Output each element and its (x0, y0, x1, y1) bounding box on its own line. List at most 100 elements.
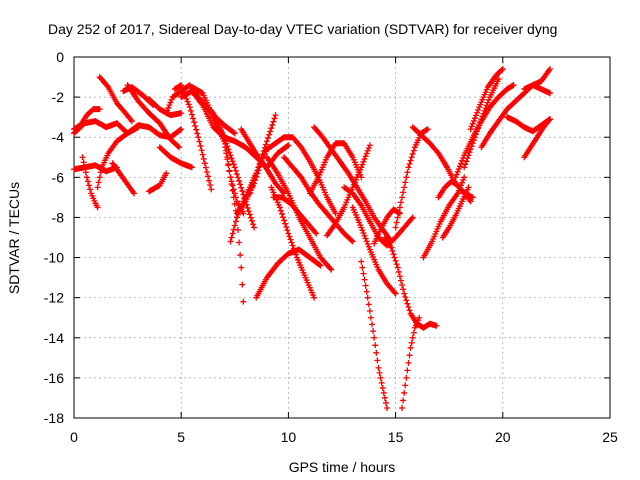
data-point (403, 374, 410, 381)
data-point (364, 241, 371, 248)
data-point (228, 178, 235, 185)
data-point (407, 157, 414, 164)
data-point (381, 394, 388, 401)
data-point (399, 281, 406, 288)
data-point (230, 226, 237, 233)
series-arc33 (358, 258, 391, 411)
series-arc14 (171, 82, 215, 193)
data-point (79, 154, 86, 161)
data-point (186, 104, 193, 111)
data-point (244, 204, 251, 211)
data-point (83, 174, 90, 181)
data-point (198, 147, 205, 154)
data-point (199, 151, 206, 158)
data-point (454, 190, 461, 197)
data-point (461, 164, 468, 171)
data-point (407, 344, 414, 351)
data-point (475, 125, 482, 132)
data-point (367, 314, 374, 321)
data-point (416, 314, 423, 321)
data-point (280, 214, 287, 221)
x-tick-label: 20 (495, 429, 511, 445)
data-point (392, 224, 399, 231)
series-arc24 (263, 154, 335, 273)
data-point (247, 187, 254, 194)
data-point (546, 90, 553, 97)
data-point (104, 82, 111, 89)
data-point (276, 204, 283, 211)
data-point (269, 121, 276, 128)
data-point (479, 113, 486, 120)
x-tick-label: 10 (281, 429, 297, 445)
data-point (465, 152, 472, 159)
series-arc10 (146, 96, 185, 119)
data-point (258, 154, 265, 161)
data-point (348, 237, 355, 244)
data-point (230, 129, 237, 136)
data-point (271, 115, 278, 122)
data-point (287, 236, 294, 243)
data-point (468, 123, 475, 130)
y-tick-label: -4 (52, 129, 65, 145)
data-point (188, 164, 195, 171)
data-point (359, 161, 366, 168)
data-point (225, 162, 232, 169)
series-arc27 (270, 194, 320, 237)
data-point (227, 238, 234, 245)
data-point (455, 166, 462, 173)
data-point (410, 147, 417, 154)
data-point (360, 270, 367, 277)
y-tick-label: -18 (44, 410, 64, 426)
data-point (495, 76, 502, 83)
data-point (277, 207, 284, 214)
data-point (471, 115, 478, 122)
grid (74, 57, 610, 418)
data-point (365, 243, 372, 250)
data-point (256, 161, 263, 168)
data-point (80, 159, 87, 166)
data-point (254, 167, 261, 174)
data-point (389, 247, 396, 254)
series-arc47 (504, 114, 553, 135)
data-point (237, 181, 244, 188)
data-point (282, 220, 289, 227)
data-point (231, 222, 238, 229)
data-point (509, 82, 516, 89)
data-point (178, 110, 185, 117)
data-point (196, 138, 203, 145)
data-point (485, 96, 492, 103)
data-point (402, 382, 409, 389)
data-point (206, 177, 213, 184)
data-point (473, 112, 479, 119)
data-point (466, 197, 473, 204)
data-point (94, 184, 101, 191)
data-point (95, 179, 102, 186)
data-point (226, 149, 233, 156)
data-point (231, 190, 238, 197)
data-point (400, 189, 407, 196)
data-point (292, 251, 299, 258)
data-point (390, 251, 397, 258)
y-tick-label: -12 (44, 290, 64, 306)
data-point (379, 384, 386, 391)
data-point (188, 111, 195, 118)
data-point (408, 339, 415, 346)
data-point (409, 214, 416, 221)
series-arc4 (79, 154, 101, 211)
data-point (285, 142, 292, 149)
data-point (251, 177, 258, 184)
data-point (178, 126, 185, 133)
data-point (461, 174, 468, 181)
data-point (165, 104, 172, 111)
series-arc42 (439, 184, 472, 241)
x-tick-label: 5 (177, 429, 185, 445)
data-point (197, 142, 204, 149)
data-point (476, 122, 483, 129)
data-point (228, 234, 235, 241)
data-point (94, 204, 101, 211)
data-point (498, 67, 505, 74)
x-tick-labels: 0 5 10 15 20 25 (70, 429, 618, 445)
data-point (316, 261, 323, 268)
data-point (263, 138, 270, 145)
data-point (366, 142, 373, 149)
